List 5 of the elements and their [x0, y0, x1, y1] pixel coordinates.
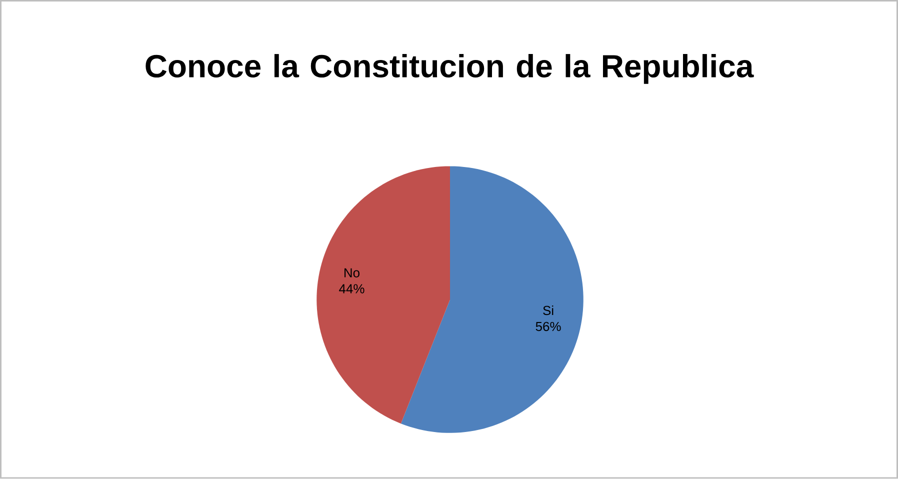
- data-label: 44%: [339, 284, 364, 294]
- chart-title: Conoce la Constitucion de la Republica: [146, 54, 754, 84]
- data-label: 56%: [536, 322, 561, 332]
- slice-label: Si: [543, 306, 554, 316]
- slice-label: No: [344, 268, 360, 278]
